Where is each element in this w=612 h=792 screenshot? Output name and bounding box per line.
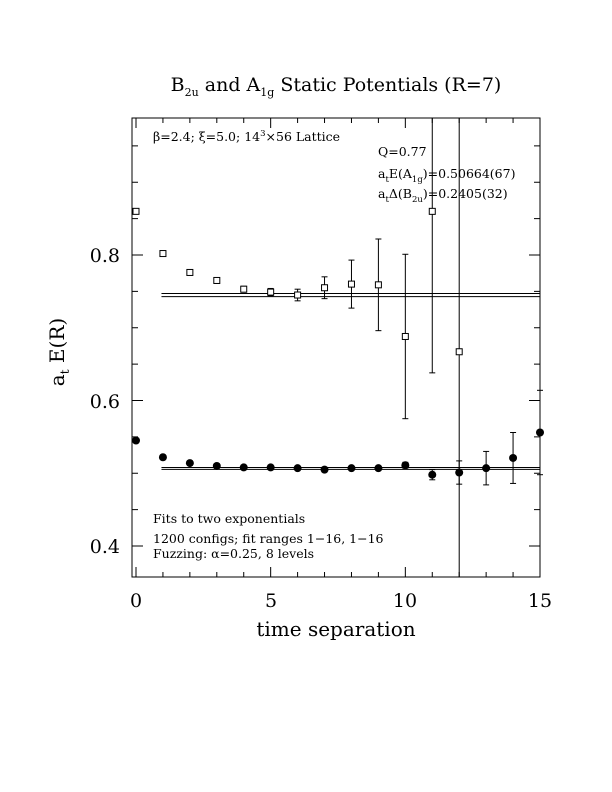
series-0-point-1 <box>159 250 167 258</box>
fit-description-line1: Fits to two exponentials <box>153 511 305 526</box>
series-0-point-0 <box>132 207 140 215</box>
data-series <box>132 118 544 577</box>
open-square-marker <box>428 207 436 215</box>
series-1-point-1 <box>158 453 167 462</box>
filled-circle-marker <box>482 464 491 473</box>
filled-circle-marker <box>347 464 356 473</box>
series-1-point-8 <box>347 464 356 473</box>
series-0-point-10 <box>401 253 409 420</box>
open-square-marker <box>186 268 194 276</box>
open-square-marker <box>294 291 302 299</box>
filled-circle-marker <box>428 470 437 479</box>
series-1-point-12 <box>455 460 464 485</box>
open-square-marker <box>159 250 167 258</box>
series-1-point-6 <box>293 464 302 473</box>
q-annotation: Q=0.77 <box>378 144 427 159</box>
series-0-point-3 <box>213 276 221 284</box>
series-1-point-13 <box>482 450 491 486</box>
y-tick-label-0.6: 0.6 <box>90 391 120 413</box>
series-0-point-5 <box>267 287 275 297</box>
series-0-point-11 <box>428 118 436 374</box>
filled-circle-marker <box>212 461 221 470</box>
series-0-point-12 <box>455 118 463 577</box>
filled-circle-marker <box>401 461 410 470</box>
filled-circle-marker <box>266 463 275 472</box>
series-0-point-7 <box>321 276 329 300</box>
open-square-marker <box>267 288 275 296</box>
series-1-point-15 <box>536 389 544 476</box>
series-1-point-0 <box>132 436 140 445</box>
filled-circle-marker <box>158 453 167 462</box>
y-tick-label-0.4: 0.4 <box>90 536 120 558</box>
filled-circle-marker <box>320 465 329 474</box>
series-1-point-2 <box>185 459 194 468</box>
open-square-marker <box>347 280 355 288</box>
series-1-point-10 <box>401 461 410 470</box>
fit-bands <box>161 292 540 470</box>
series-1-point-11 <box>428 469 437 481</box>
b2u-gap-annotation: atΔ(B2u)=0.2405(32) <box>378 186 508 205</box>
filled-circle-marker <box>239 463 248 472</box>
chart-title: B2u and A1g Static Potentials (R=7) <box>171 74 502 99</box>
series-1-point-3 <box>212 461 221 470</box>
x-axis-label: time separation <box>256 617 415 641</box>
y-tick-label-0.8: 0.8 <box>90 245 120 267</box>
axis-ticks <box>132 118 541 577</box>
a1g-energy-annotation: atE(A1g)=0.50664(67) <box>378 166 515 185</box>
filled-circle-marker <box>132 436 140 445</box>
open-square-marker <box>132 207 140 215</box>
open-square-marker <box>213 276 221 284</box>
series-0-point-8 <box>347 259 355 309</box>
lattice-annotation: β=2.4; ξ=5.0; 143×56 Lattice <box>153 129 340 144</box>
filled-circle-marker <box>509 453 518 462</box>
series-0-point-9 <box>374 238 382 332</box>
series-0-point-2 <box>186 268 194 276</box>
open-square-marker <box>401 332 409 340</box>
filled-circle-marker <box>185 459 194 468</box>
series-1-point-7 <box>320 465 329 474</box>
open-square-marker <box>240 285 248 293</box>
filled-circle-marker <box>374 464 383 473</box>
open-square-marker <box>374 281 382 289</box>
x-tick-label-0: 0 <box>130 590 142 612</box>
series-1-point-14 <box>509 432 518 484</box>
series-1-point-5 <box>266 463 275 472</box>
series-1-point-4 <box>239 463 248 472</box>
plot-frame <box>131 117 541 578</box>
y-axis-label: at E(R) <box>45 318 72 386</box>
x-tick-label-15: 15 <box>528 590 552 612</box>
filled-circle-marker <box>455 468 464 477</box>
filled-circle-marker <box>536 428 544 437</box>
x-tick-label-10: 10 <box>393 590 417 612</box>
open-square-marker <box>455 348 463 356</box>
series-1-point-9 <box>374 464 383 473</box>
series-0-point-6 <box>294 288 302 302</box>
filled-circle-marker <box>293 464 302 473</box>
fit-description-line3: Fuzzing: α=0.25, 8 levels <box>153 546 314 561</box>
series-0-point-4 <box>240 285 248 293</box>
x-tick-label-5: 5 <box>265 590 277 612</box>
fit-description-line2: 1200 configs; fit ranges 1−16, 1−16 <box>153 531 384 546</box>
open-square-marker <box>321 284 329 292</box>
